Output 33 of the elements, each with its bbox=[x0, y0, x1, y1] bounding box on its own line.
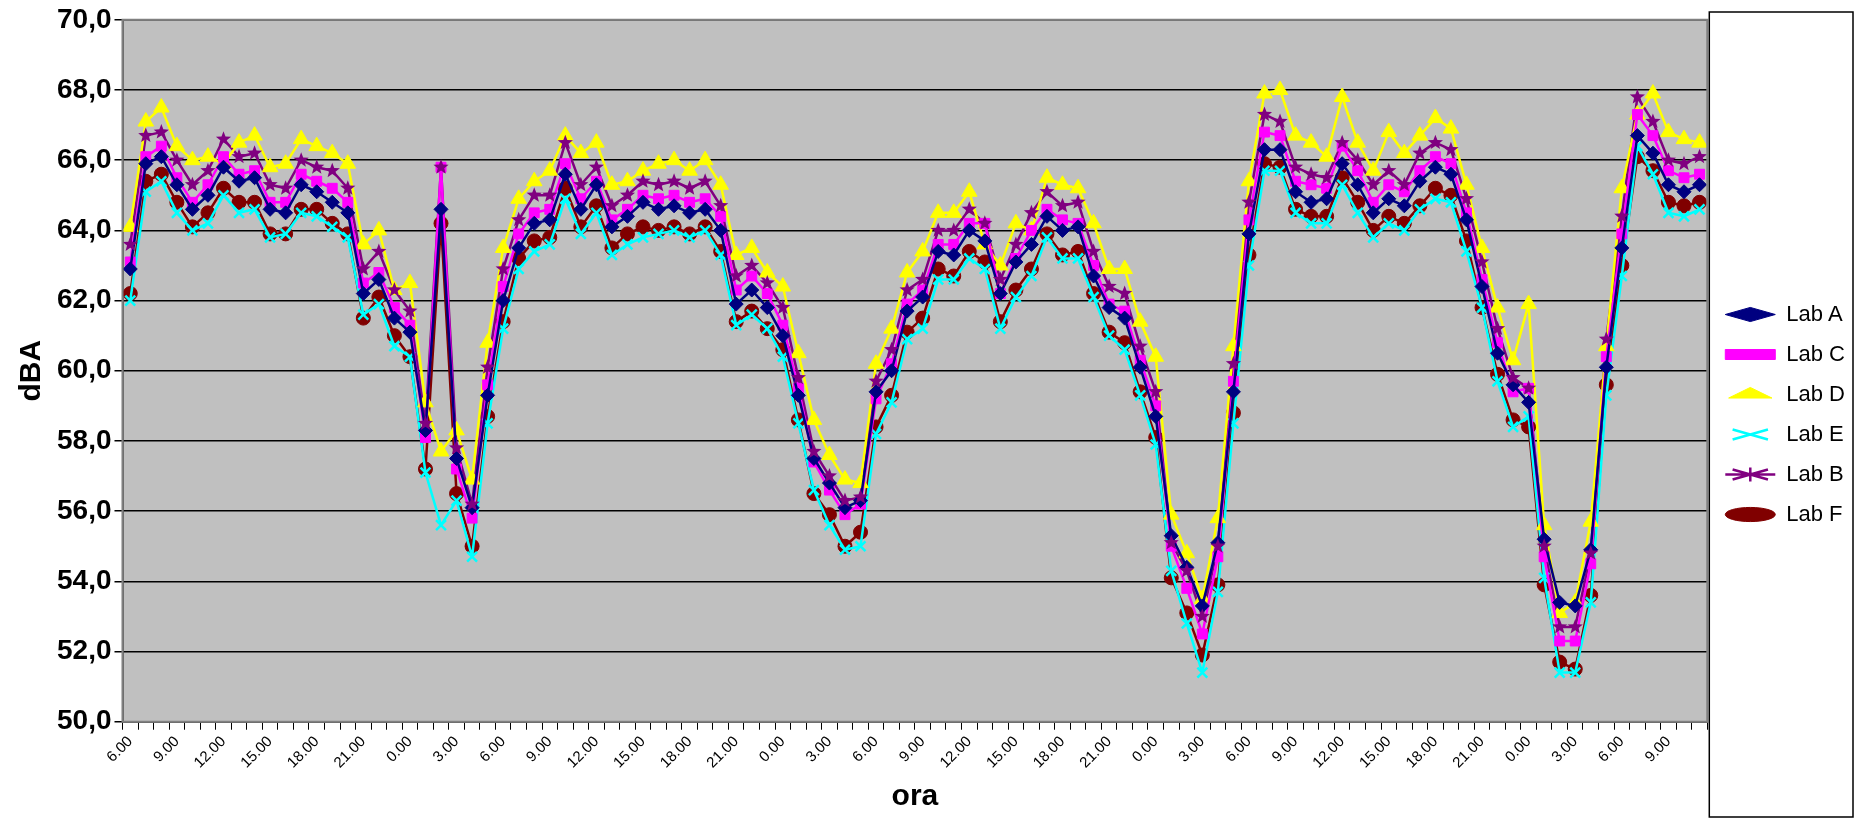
x-tick-label: 9.00 bbox=[522, 732, 555, 765]
x-tick-label: 0.00 bbox=[1128, 732, 1161, 765]
y-tick-label: 58,0 bbox=[57, 423, 112, 455]
x-tick-label: 6.00 bbox=[1594, 732, 1627, 765]
x-tick-label: 3.00 bbox=[1547, 732, 1581, 765]
legend-label: Lab E bbox=[1786, 420, 1844, 446]
y-tick-label: 54,0 bbox=[57, 564, 112, 596]
legend-label: Lab D bbox=[1786, 380, 1846, 406]
x-tick-label: 9.00 bbox=[1267, 732, 1301, 765]
y-tick-label: 64,0 bbox=[57, 213, 112, 245]
y-tick-label: 66,0 bbox=[57, 142, 112, 174]
legend-label: Lab F bbox=[1786, 500, 1843, 526]
x-tick-label: 6.00 bbox=[475, 732, 509, 765]
y-tick-label: 60,0 bbox=[57, 353, 112, 385]
x-tick-label: 9.00 bbox=[895, 732, 928, 765]
y-axis-title: dBA bbox=[13, 339, 47, 402]
x-tick-label: 6.00 bbox=[1221, 732, 1254, 765]
y-tick-label: 56,0 bbox=[57, 493, 112, 525]
x-tick-label: 0.00 bbox=[1500, 732, 1534, 765]
x-tick-label: 3.00 bbox=[1174, 732, 1208, 765]
x-tick-label: 9.00 bbox=[1640, 732, 1674, 765]
y-tick-label: 70,0 bbox=[57, 2, 112, 34]
y-tick-label: 62,0 bbox=[57, 283, 112, 315]
y-tick-label: 68,0 bbox=[57, 72, 112, 104]
x-tick-label: 9.00 bbox=[149, 732, 182, 765]
y-tick-label: 52,0 bbox=[57, 634, 112, 666]
legend-label: Lab C bbox=[1786, 340, 1846, 366]
x-axis-title: ora bbox=[891, 778, 939, 812]
x-tick-label: 0.00 bbox=[382, 732, 415, 765]
x-tick-label: 6.00 bbox=[848, 732, 882, 765]
x-tick-label: 0.00 bbox=[755, 732, 788, 765]
legend-label: Lab A bbox=[1786, 300, 1843, 326]
legend-label: Lab B bbox=[1786, 460, 1844, 486]
